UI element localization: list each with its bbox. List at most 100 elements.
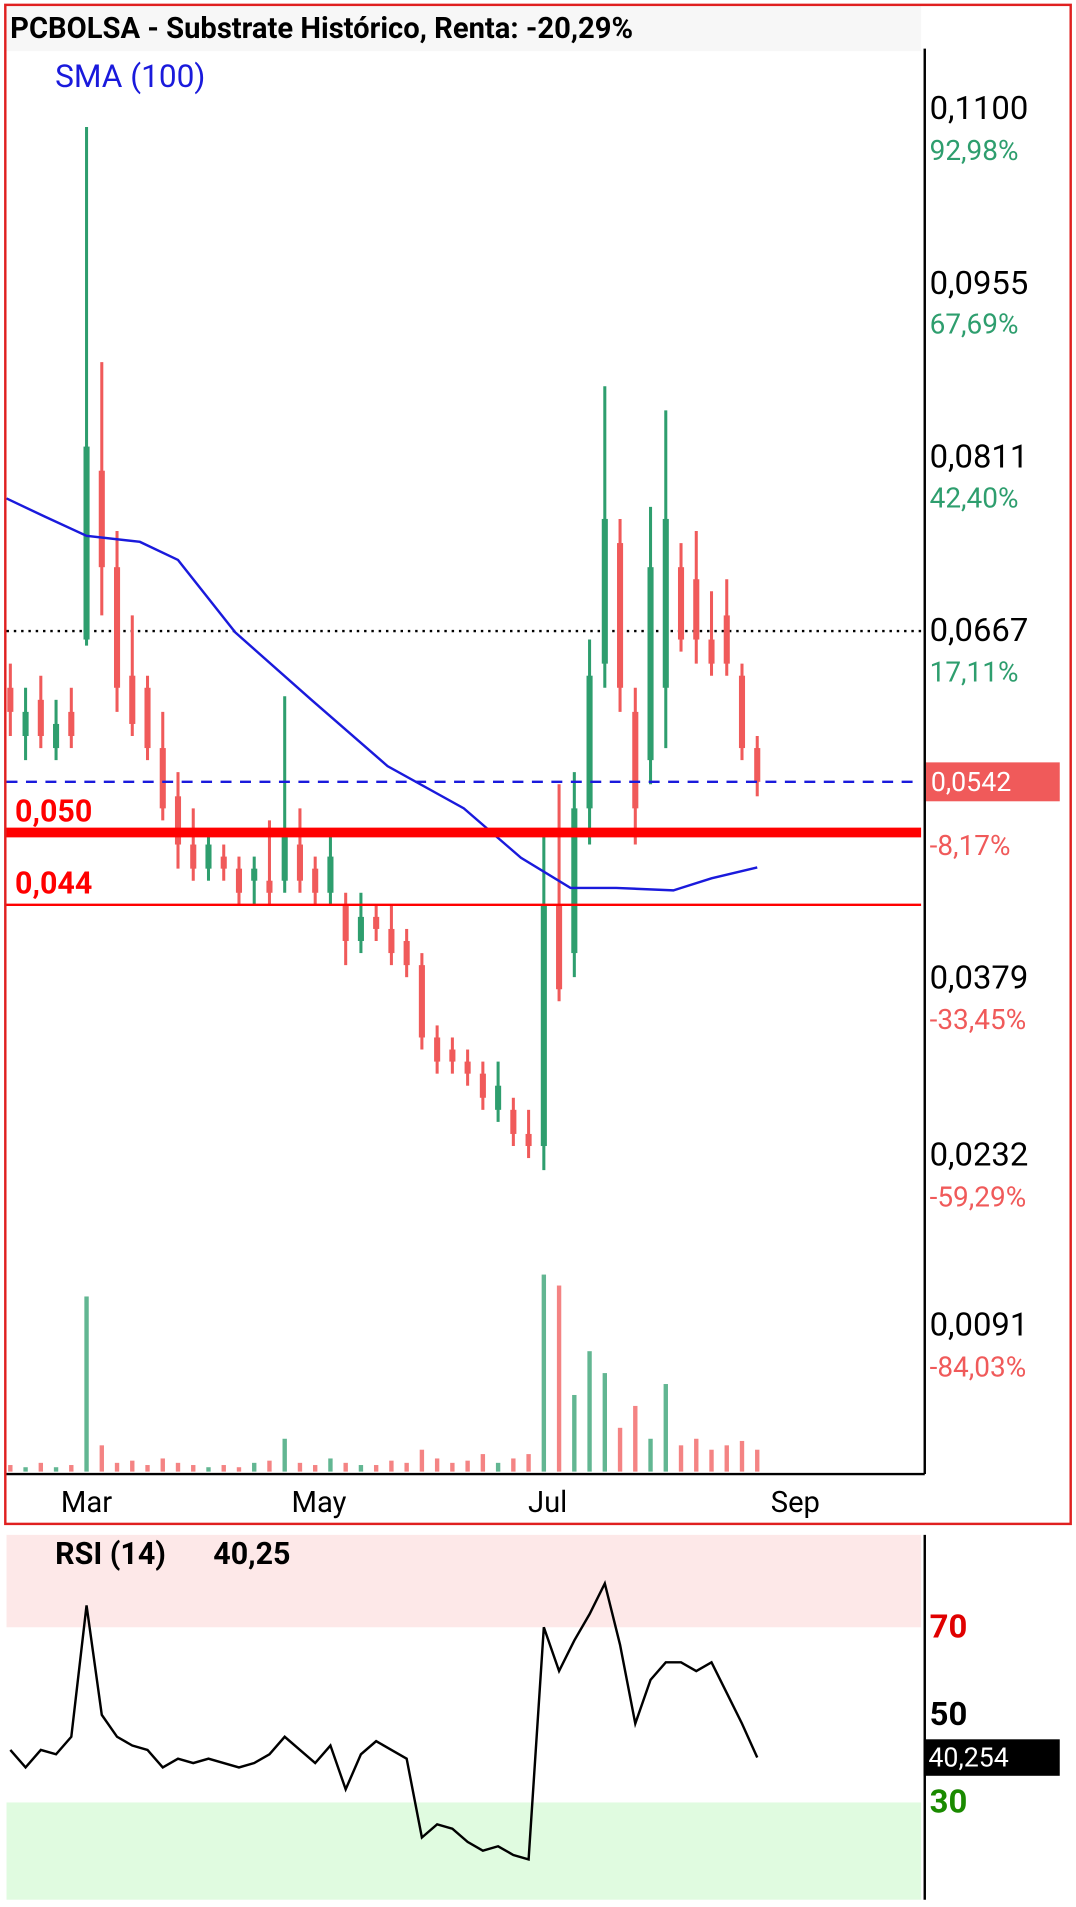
- candle-body: [586, 675, 593, 809]
- volume-bar: [465, 1460, 470, 1472]
- title-bar: [6, 6, 922, 52]
- level-label: 0,050: [15, 794, 92, 829]
- volume-bar: [69, 1465, 74, 1472]
- y2-tick-label: -84,03%: [930, 1351, 1027, 1384]
- candle-body: [479, 1073, 486, 1098]
- volume-bar: [663, 1384, 668, 1472]
- volume-bar: [541, 1274, 547, 1472]
- volume-bar: [709, 1449, 714, 1472]
- volume-bar: [739, 1440, 745, 1472]
- volume-bar: [404, 1462, 409, 1472]
- y-tick-label: 0,0379: [930, 959, 1029, 997]
- volume-bar: [236, 1467, 242, 1472]
- rsi-current: 40,25: [213, 1537, 290, 1572]
- rsi-line: [9, 1579, 759, 1861]
- volume-bar: [358, 1465, 364, 1472]
- volume-bar: [389, 1460, 394, 1472]
- candle-body: [357, 916, 364, 942]
- y-tick-label: 0,0955: [930, 265, 1029, 303]
- volume-bar: [145, 1465, 150, 1472]
- volume-bar: [84, 1296, 89, 1472]
- volume-bar: [755, 1449, 760, 1472]
- y2-tick-label: 17,11%: [930, 655, 1019, 688]
- candle-body: [7, 687, 14, 712]
- candle-body: [129, 675, 136, 724]
- candle-body: [68, 711, 75, 737]
- volume-bar: [526, 1454, 531, 1472]
- x-tick-label: May: [292, 1486, 347, 1520]
- volume-bar: [694, 1438, 699, 1472]
- volume-bar: [160, 1458, 165, 1472]
- volume-bar: [480, 1454, 486, 1472]
- candle-body: [190, 844, 197, 869]
- volume-bar: [556, 1285, 562, 1472]
- volume-bar: [252, 1462, 257, 1472]
- volume-bar: [602, 1373, 607, 1472]
- rsi-title: RSI (14): [55, 1537, 166, 1572]
- volume-bar: [373, 1465, 379, 1472]
- volume-bar: [434, 1458, 440, 1472]
- volume-bar: [724, 1445, 729, 1472]
- volume-bar: [191, 1465, 196, 1472]
- candle-body: [510, 1109, 517, 1134]
- candle-body: [662, 518, 669, 688]
- volume-bar: [38, 1462, 44, 1472]
- chart-title: PCBOLSA - Substrate Histórico, Renta: -2…: [10, 12, 633, 46]
- y2-tick-label: -33,45%: [930, 1003, 1027, 1036]
- marks-layer: [5, 127, 922, 1861]
- volume-bar: [587, 1351, 592, 1472]
- x-tick-label: Jul: [528, 1486, 567, 1520]
- y2-tick-label: 42,40%: [930, 481, 1019, 514]
- candle-body: [281, 832, 288, 881]
- volume-bar: [114, 1462, 120, 1472]
- volume-bar: [450, 1462, 455, 1472]
- candle-body: [159, 748, 166, 809]
- candle-body: [723, 615, 730, 664]
- y-tick-label: 0,0091: [930, 1307, 1029, 1345]
- y2-tick-label: -8,17%: [930, 829, 1011, 862]
- candle-body: [22, 711, 29, 737]
- x-tick-label: Sep: [771, 1486, 820, 1520]
- volume-bar: [572, 1394, 577, 1472]
- volume-bar: [206, 1467, 211, 1472]
- y2-tick-label: -59,29%: [930, 1180, 1027, 1213]
- background-layer: [6, 1534, 922, 1900]
- volume-bar: [297, 1462, 303, 1472]
- volume-bar: [130, 1460, 135, 1472]
- candle-body: [327, 856, 334, 893]
- rsi-value-label: 40,254: [928, 1742, 1008, 1774]
- current-price-box: [925, 762, 1060, 802]
- level-label: 0,044: [15, 867, 92, 902]
- volume-bar: [511, 1458, 516, 1472]
- volume-bar: [267, 1460, 272, 1472]
- current-price-label: 0,0542: [931, 766, 1011, 798]
- oversold-zone: [6, 1802, 922, 1900]
- y-tick-label: 0,0667: [930, 612, 1029, 650]
- y-tick-label: 0,1100: [930, 90, 1029, 128]
- y-tick-label: 50: [930, 1696, 968, 1734]
- y2-tick-label: 92,98%: [930, 134, 1019, 167]
- candle-body: [449, 1049, 456, 1062]
- candle-body: [53, 723, 60, 749]
- candle-body: [342, 904, 349, 942]
- rsi-value-box: [923, 1739, 1060, 1776]
- volume-bar: [419, 1449, 425, 1472]
- volume-bar: [313, 1465, 318, 1472]
- y-tick-label: 30: [930, 1783, 968, 1821]
- volume-bar: [221, 1465, 226, 1472]
- candle-body: [418, 965, 425, 1038]
- candle-body: [144, 687, 151, 749]
- candle-body: [693, 579, 700, 640]
- candle-body: [98, 470, 105, 568]
- volume-bar: [282, 1438, 287, 1472]
- candle-body: [708, 639, 715, 664]
- candle-body: [738, 675, 746, 749]
- candle-body: [525, 1133, 532, 1147]
- candle-body: [220, 856, 227, 869]
- candle-body: [540, 904, 547, 1147]
- y-tick-label: 0,0811: [930, 438, 1029, 476]
- candle-body: [601, 518, 608, 664]
- volume-bar: [8, 1465, 13, 1472]
